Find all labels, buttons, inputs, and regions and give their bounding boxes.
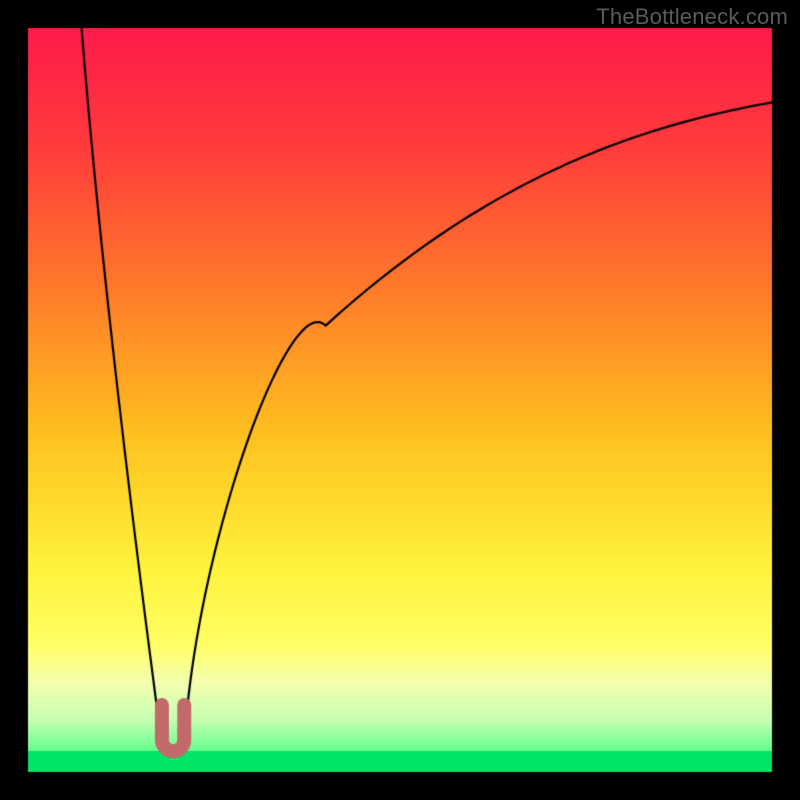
- chart-container: TheBottleneck.com: [0, 0, 800, 800]
- chart-canvas: [0, 0, 800, 800]
- watermark-text: TheBottleneck.com: [596, 4, 788, 30]
